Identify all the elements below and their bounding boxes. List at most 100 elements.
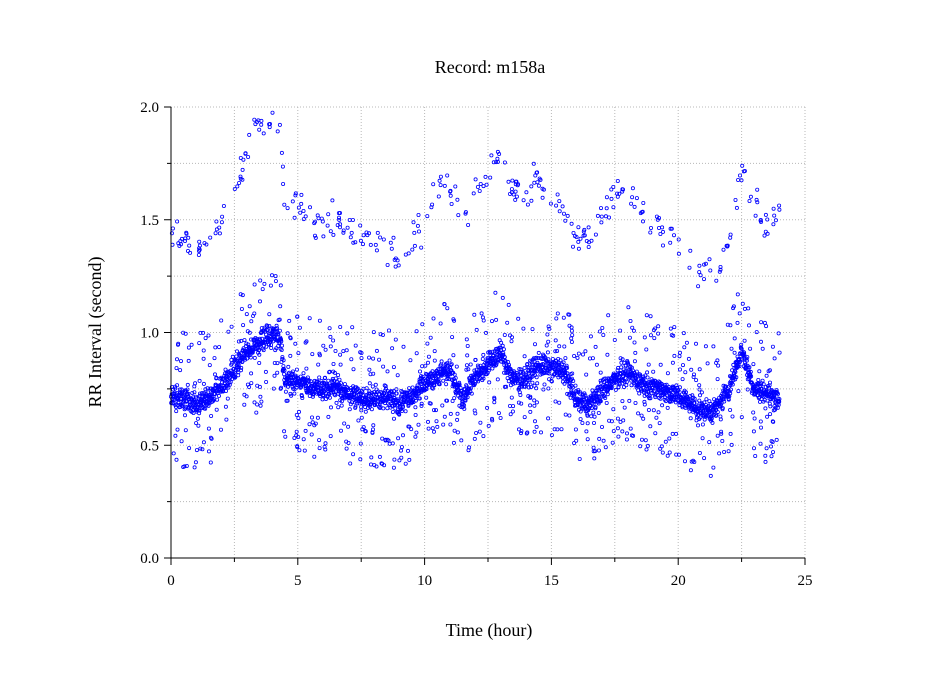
data-point	[292, 435, 297, 440]
data-point	[764, 324, 769, 329]
data-point	[764, 446, 769, 451]
data-point	[383, 384, 388, 389]
data-point	[176, 341, 181, 346]
data-point	[593, 449, 598, 454]
data-point	[192, 384, 197, 389]
data-point	[374, 348, 379, 353]
data-point	[303, 428, 308, 433]
data-point	[244, 312, 249, 317]
data-point	[267, 312, 272, 317]
data-point	[616, 434, 621, 439]
data-point	[290, 199, 295, 204]
data-point	[428, 335, 433, 340]
data-point	[212, 372, 217, 377]
data-point	[722, 399, 727, 404]
data-point	[554, 203, 559, 208]
data-point	[346, 424, 351, 429]
data-point	[771, 450, 776, 455]
data-point	[709, 416, 714, 421]
data-point	[317, 375, 322, 380]
data-point	[634, 369, 639, 374]
data-point	[589, 406, 594, 411]
data-point	[777, 207, 782, 212]
data-point	[416, 391, 421, 396]
data-point	[390, 441, 395, 446]
data-point	[765, 414, 770, 419]
data-point	[238, 368, 243, 373]
data-point	[279, 150, 284, 155]
data-point	[485, 405, 490, 410]
data-point	[336, 211, 341, 216]
data-point	[691, 374, 696, 379]
data-point	[278, 346, 283, 351]
data-point	[562, 344, 567, 349]
data-point	[644, 383, 649, 388]
data-point	[702, 277, 707, 282]
data-point	[564, 363, 569, 368]
data-point	[519, 401, 524, 406]
data-point	[660, 383, 665, 388]
data-point	[183, 428, 188, 433]
data-point	[296, 416, 301, 421]
data-point	[351, 367, 356, 372]
data-point	[449, 201, 454, 206]
data-point	[607, 215, 612, 220]
data-point	[571, 244, 576, 249]
data-point	[298, 210, 303, 215]
data-point	[617, 381, 622, 386]
data-point	[377, 357, 382, 362]
data-point	[597, 329, 602, 334]
data-point	[776, 391, 781, 396]
data-point	[742, 306, 747, 311]
data-point	[269, 273, 274, 278]
data-point	[414, 430, 419, 435]
data-point	[516, 182, 521, 187]
data-point	[626, 362, 631, 367]
data-point	[462, 406, 467, 411]
data-point	[741, 350, 746, 355]
data-point	[223, 388, 228, 393]
data-point	[170, 226, 175, 231]
data-point	[552, 427, 557, 432]
data-point	[245, 356, 250, 361]
data-point	[455, 411, 460, 416]
data-point	[236, 373, 241, 378]
data-point	[480, 315, 485, 320]
data-point	[169, 231, 174, 236]
data-point	[442, 414, 447, 419]
data-point	[179, 236, 184, 241]
data-point	[275, 370, 280, 375]
data-point	[381, 237, 386, 242]
data-point	[613, 387, 618, 392]
data-point	[762, 233, 767, 238]
data-point	[448, 411, 453, 416]
data-point	[642, 335, 647, 340]
data-point	[172, 401, 177, 406]
data-point	[748, 194, 753, 199]
data-point	[297, 448, 302, 453]
data-point	[777, 399, 782, 404]
data-point	[737, 364, 742, 369]
data-point	[326, 378, 331, 383]
data-point	[540, 195, 545, 200]
data-point	[596, 391, 601, 396]
data-point	[739, 178, 744, 183]
data-point	[638, 444, 643, 449]
data-point	[650, 385, 655, 390]
y-tick-label: 0.5	[140, 438, 159, 454]
data-point	[665, 453, 670, 458]
data-point	[698, 273, 703, 278]
data-point	[574, 438, 579, 443]
data-point	[557, 400, 562, 405]
data-point	[528, 395, 533, 400]
data-point	[648, 424, 653, 429]
data-point	[666, 384, 671, 389]
data-point	[299, 192, 304, 197]
data-point	[745, 387, 750, 392]
data-point	[692, 396, 697, 401]
data-point	[681, 363, 686, 368]
data-point	[599, 214, 604, 219]
data-point	[708, 268, 713, 273]
data-point	[279, 339, 284, 344]
data-point	[194, 448, 199, 453]
